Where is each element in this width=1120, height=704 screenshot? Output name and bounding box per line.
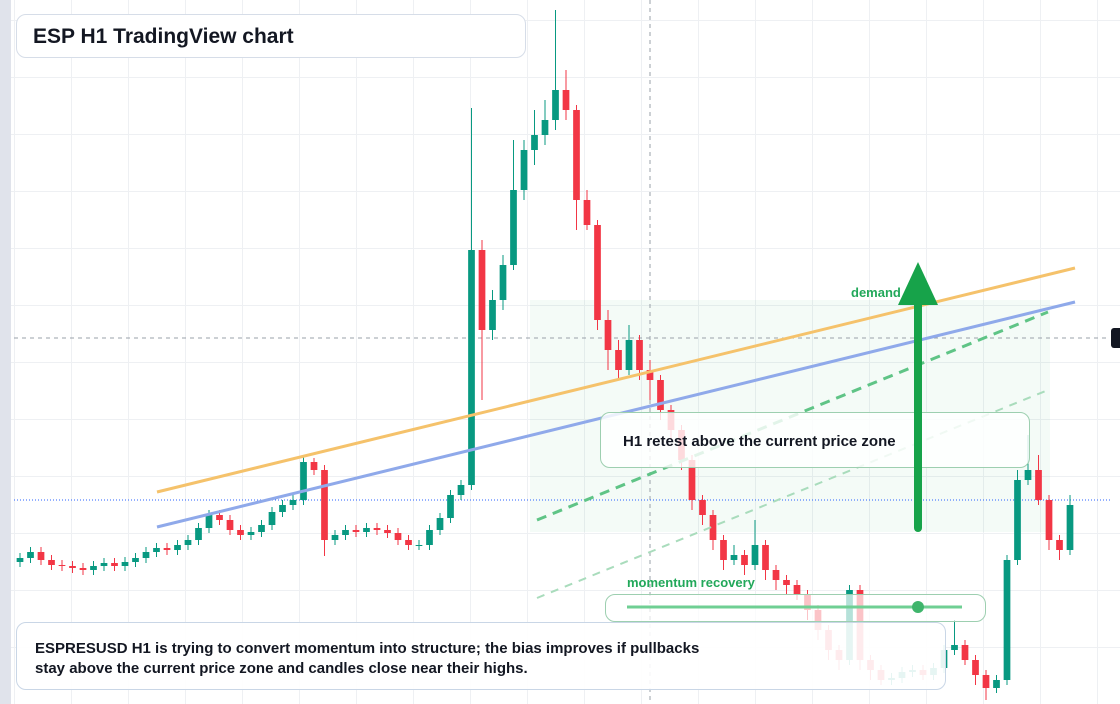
candle-body (646, 370, 654, 380)
candle-body (100, 563, 108, 566)
candle-body (468, 250, 475, 485)
candle-body (321, 470, 328, 540)
candle-body (279, 505, 286, 512)
candle-body (1035, 470, 1042, 500)
trendline-orange (156, 266, 1076, 494)
candle-body (604, 320, 612, 350)
candle-body (426, 530, 433, 545)
candle-body (510, 190, 517, 265)
candle-body (751, 545, 759, 565)
candle-body (961, 645, 969, 660)
candle-body (720, 540, 727, 560)
price-marker (1111, 328, 1120, 348)
candle-body (657, 380, 664, 410)
candle-body (58, 565, 66, 566)
candle-body (90, 566, 97, 570)
candle-body (615, 350, 622, 370)
candle-body (394, 533, 402, 540)
candle-body (583, 200, 591, 225)
candle-body (499, 265, 507, 300)
candle-body (111, 563, 118, 566)
candle-body (457, 485, 465, 495)
candle-body (205, 515, 213, 528)
candle-body (184, 540, 192, 545)
candle-body (982, 675, 990, 688)
candle-body (373, 528, 381, 530)
candle-body (352, 530, 360, 532)
candle-body (636, 340, 643, 370)
candle-body (594, 225, 601, 320)
caption: ESPRESUSD H1 is trying to convert moment… (35, 640, 700, 677)
candle-body (237, 530, 244, 535)
candle-body (69, 566, 76, 568)
chart-title: ESP H1 TradingView chart (16, 14, 526, 58)
candle-body (1003, 560, 1011, 680)
candle-body (121, 562, 129, 566)
candle-body (793, 585, 801, 595)
candle-body (541, 120, 549, 135)
candle-body (783, 580, 790, 585)
candle-body (48, 560, 55, 565)
candle-body (226, 520, 234, 530)
candle-body (300, 462, 307, 500)
candle-body (16, 558, 24, 562)
candle-body (993, 680, 1000, 688)
candle-body (405, 540, 412, 545)
candle-body (520, 150, 528, 190)
candle-body (363, 528, 370, 532)
candle-body (216, 515, 223, 520)
candle-body (699, 500, 706, 515)
candle-body (268, 512, 276, 525)
momentum-box (605, 594, 986, 622)
candle-body (289, 500, 297, 505)
candle-body (478, 250, 486, 330)
candle-body (762, 545, 769, 570)
caption-box: ESPRESUSD H1 is trying to convert moment… (16, 622, 946, 690)
candle-body (1045, 500, 1053, 540)
candle-body (562, 90, 570, 110)
dashed-channel-lower (536, 389, 1049, 599)
candle-body (436, 518, 444, 530)
candle-body (1024, 470, 1032, 480)
candle-body (310, 462, 318, 470)
candle-body (384, 530, 391, 533)
candle-body (415, 545, 423, 546)
candle-body (1066, 505, 1074, 550)
candle-body (489, 300, 496, 330)
annotation-retest: H1 retest above the current price zone (600, 412, 1030, 468)
candle-body (79, 568, 87, 570)
candle-body (573, 110, 580, 200)
candle-body (153, 548, 160, 552)
candle-body (972, 660, 979, 675)
candle-body (730, 555, 738, 560)
annotation-momentum: momentum recovery (627, 575, 755, 590)
candle-body (447, 495, 454, 518)
candles (16, 10, 1074, 700)
candle-body (342, 530, 349, 535)
candle-body (1014, 480, 1021, 560)
candle-body (27, 552, 34, 558)
candle-body (174, 545, 181, 550)
candle-body (709, 515, 717, 540)
candle-body (552, 90, 559, 120)
candle-body (1056, 540, 1063, 550)
candle-body (688, 460, 696, 500)
candle-body (195, 528, 202, 540)
candle-body (625, 340, 633, 370)
candle-body (37, 552, 45, 560)
candle-body (258, 525, 265, 532)
candle-body (772, 570, 780, 580)
candle-body (247, 532, 255, 535)
candle-body (142, 552, 150, 558)
candle-body (951, 645, 958, 650)
candle-body (163, 548, 171, 550)
annotation-demand: demand side (851, 285, 931, 300)
candle-body (331, 535, 339, 540)
candle-body (741, 555, 748, 565)
candle-body (132, 558, 139, 562)
candle-body (531, 135, 538, 150)
